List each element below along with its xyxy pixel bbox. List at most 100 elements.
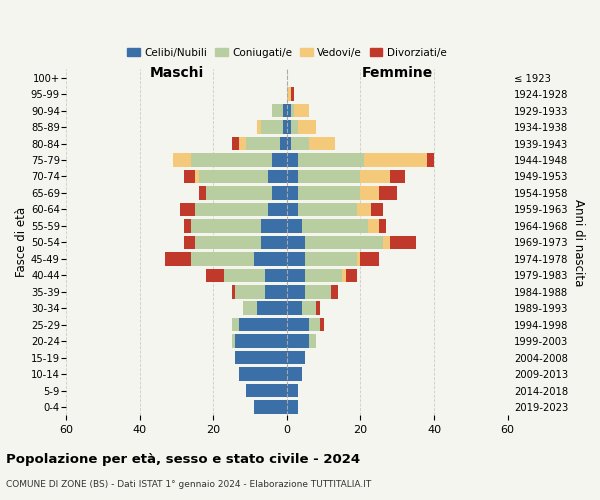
- Bar: [290, 104, 294, 118]
- Bar: [305, 285, 331, 298]
- Bar: [232, 334, 235, 348]
- Bar: [290, 120, 298, 134]
- Bar: [261, 219, 287, 232]
- Bar: [287, 154, 298, 167]
- Bar: [361, 170, 390, 183]
- Bar: [272, 186, 287, 200]
- Bar: [368, 219, 379, 232]
- Bar: [371, 202, 383, 216]
- Bar: [243, 302, 257, 315]
- Bar: [272, 154, 287, 167]
- Bar: [309, 137, 335, 150]
- Bar: [357, 252, 361, 266]
- Bar: [287, 384, 298, 398]
- Bar: [195, 170, 199, 183]
- Bar: [224, 268, 265, 282]
- Bar: [265, 268, 287, 282]
- Bar: [232, 137, 239, 150]
- Bar: [298, 120, 316, 134]
- Bar: [206, 186, 272, 200]
- Bar: [305, 236, 383, 249]
- Bar: [361, 186, 379, 200]
- Bar: [287, 268, 305, 282]
- Bar: [235, 351, 287, 364]
- Y-axis label: Anni di nascita: Anni di nascita: [572, 198, 585, 286]
- Bar: [261, 120, 283, 134]
- Bar: [287, 104, 290, 118]
- Bar: [232, 318, 239, 332]
- Bar: [390, 170, 404, 183]
- Bar: [287, 186, 298, 200]
- Bar: [287, 285, 305, 298]
- Bar: [232, 285, 235, 298]
- Bar: [287, 236, 305, 249]
- Bar: [268, 170, 287, 183]
- Bar: [379, 186, 397, 200]
- Bar: [298, 154, 364, 167]
- Bar: [195, 202, 268, 216]
- Bar: [316, 302, 320, 315]
- Bar: [357, 202, 371, 216]
- Bar: [287, 351, 305, 364]
- Bar: [287, 88, 290, 101]
- Bar: [309, 318, 320, 332]
- Bar: [254, 400, 287, 414]
- Bar: [272, 104, 283, 118]
- Bar: [302, 219, 368, 232]
- Bar: [290, 88, 294, 101]
- Bar: [235, 334, 287, 348]
- Bar: [379, 219, 386, 232]
- Bar: [184, 236, 195, 249]
- Bar: [290, 137, 309, 150]
- Text: Maschi: Maschi: [149, 66, 203, 80]
- Bar: [287, 368, 302, 381]
- Bar: [320, 318, 323, 332]
- Bar: [309, 334, 316, 348]
- Bar: [331, 285, 338, 298]
- Y-axis label: Fasce di età: Fasce di età: [15, 208, 28, 278]
- Bar: [265, 285, 287, 298]
- Bar: [287, 219, 302, 232]
- Bar: [184, 219, 191, 232]
- Bar: [173, 154, 191, 167]
- Text: Popolazione per età, sesso e stato civile - 2024: Popolazione per età, sesso e stato civil…: [6, 452, 360, 466]
- Bar: [305, 252, 357, 266]
- Bar: [364, 154, 427, 167]
- Bar: [166, 252, 191, 266]
- Bar: [184, 170, 195, 183]
- Bar: [199, 170, 268, 183]
- Bar: [287, 318, 309, 332]
- Bar: [287, 202, 298, 216]
- Bar: [261, 236, 287, 249]
- Bar: [180, 202, 195, 216]
- Bar: [298, 170, 361, 183]
- Bar: [199, 186, 206, 200]
- Bar: [239, 318, 287, 332]
- Bar: [195, 236, 261, 249]
- Bar: [239, 368, 287, 381]
- Bar: [247, 384, 287, 398]
- Legend: Celibi/Nubili, Coniugati/e, Vedovi/e, Divorziati/e: Celibi/Nubili, Coniugati/e, Vedovi/e, Di…: [123, 44, 451, 62]
- Bar: [235, 285, 265, 298]
- Text: COMUNE DI ZONE (BS) - Dati ISTAT 1° gennaio 2024 - Elaborazione TUTTITALIA.IT: COMUNE DI ZONE (BS) - Dati ISTAT 1° genn…: [6, 480, 371, 489]
- Bar: [254, 252, 287, 266]
- Bar: [298, 186, 361, 200]
- Bar: [298, 202, 357, 216]
- Bar: [287, 302, 302, 315]
- Bar: [287, 400, 298, 414]
- Bar: [206, 268, 224, 282]
- Bar: [294, 104, 309, 118]
- Bar: [257, 120, 261, 134]
- Bar: [287, 120, 290, 134]
- Bar: [283, 104, 287, 118]
- Bar: [346, 268, 357, 282]
- Bar: [287, 334, 309, 348]
- Bar: [361, 252, 379, 266]
- Bar: [257, 302, 287, 315]
- Bar: [239, 137, 247, 150]
- Bar: [283, 120, 287, 134]
- Text: Femmine: Femmine: [362, 66, 433, 80]
- Bar: [247, 137, 280, 150]
- Bar: [342, 268, 346, 282]
- Bar: [191, 154, 272, 167]
